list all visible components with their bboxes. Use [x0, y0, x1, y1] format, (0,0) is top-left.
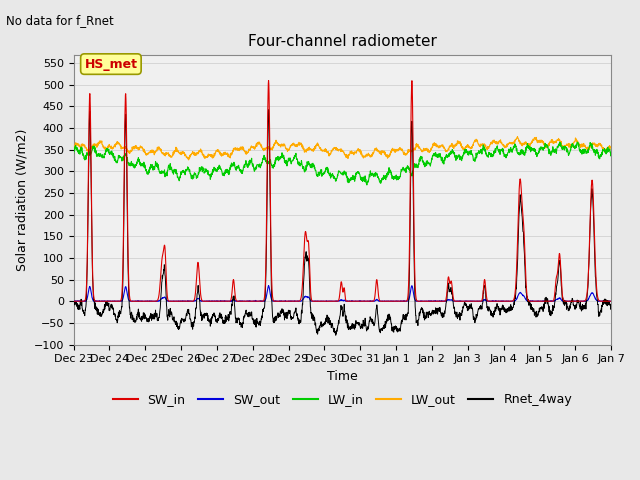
Y-axis label: Solar radiation (W/m2): Solar radiation (W/m2)	[15, 128, 28, 271]
X-axis label: Time: Time	[327, 370, 358, 383]
Text: HS_met: HS_met	[84, 58, 138, 71]
Text: No data for f_Rnet: No data for f_Rnet	[6, 14, 114, 27]
Title: Four-channel radiometer: Four-channel radiometer	[248, 34, 436, 49]
Legend: SW_in, SW_out, LW_in, LW_out, Rnet_4way: SW_in, SW_out, LW_in, LW_out, Rnet_4way	[108, 388, 577, 411]
